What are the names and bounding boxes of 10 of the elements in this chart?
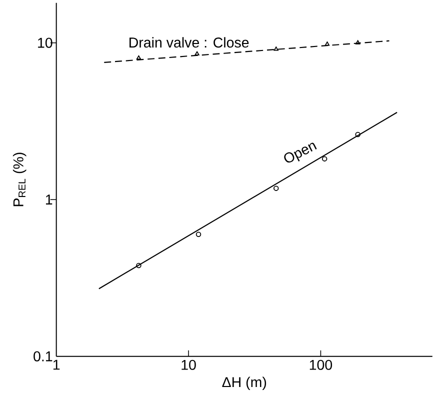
x-tick-label: 1: [53, 360, 60, 370]
y-tick-label: 10: [38, 38, 52, 48]
y-axis-title: P$_{REL}$ (%): [12, 152, 26, 206]
y-tick-label: 0.1: [34, 351, 52, 362]
x-tick-label: 10: [182, 360, 196, 370]
y-tick-label: 1: [46, 194, 52, 204]
series-label: Drain valve : Close: [130, 37, 249, 48]
text: Open: [284, 142, 317, 163]
x-tick-label: 100: [310, 360, 332, 370]
x-axis-title: ΔH (m): [222, 376, 266, 390]
